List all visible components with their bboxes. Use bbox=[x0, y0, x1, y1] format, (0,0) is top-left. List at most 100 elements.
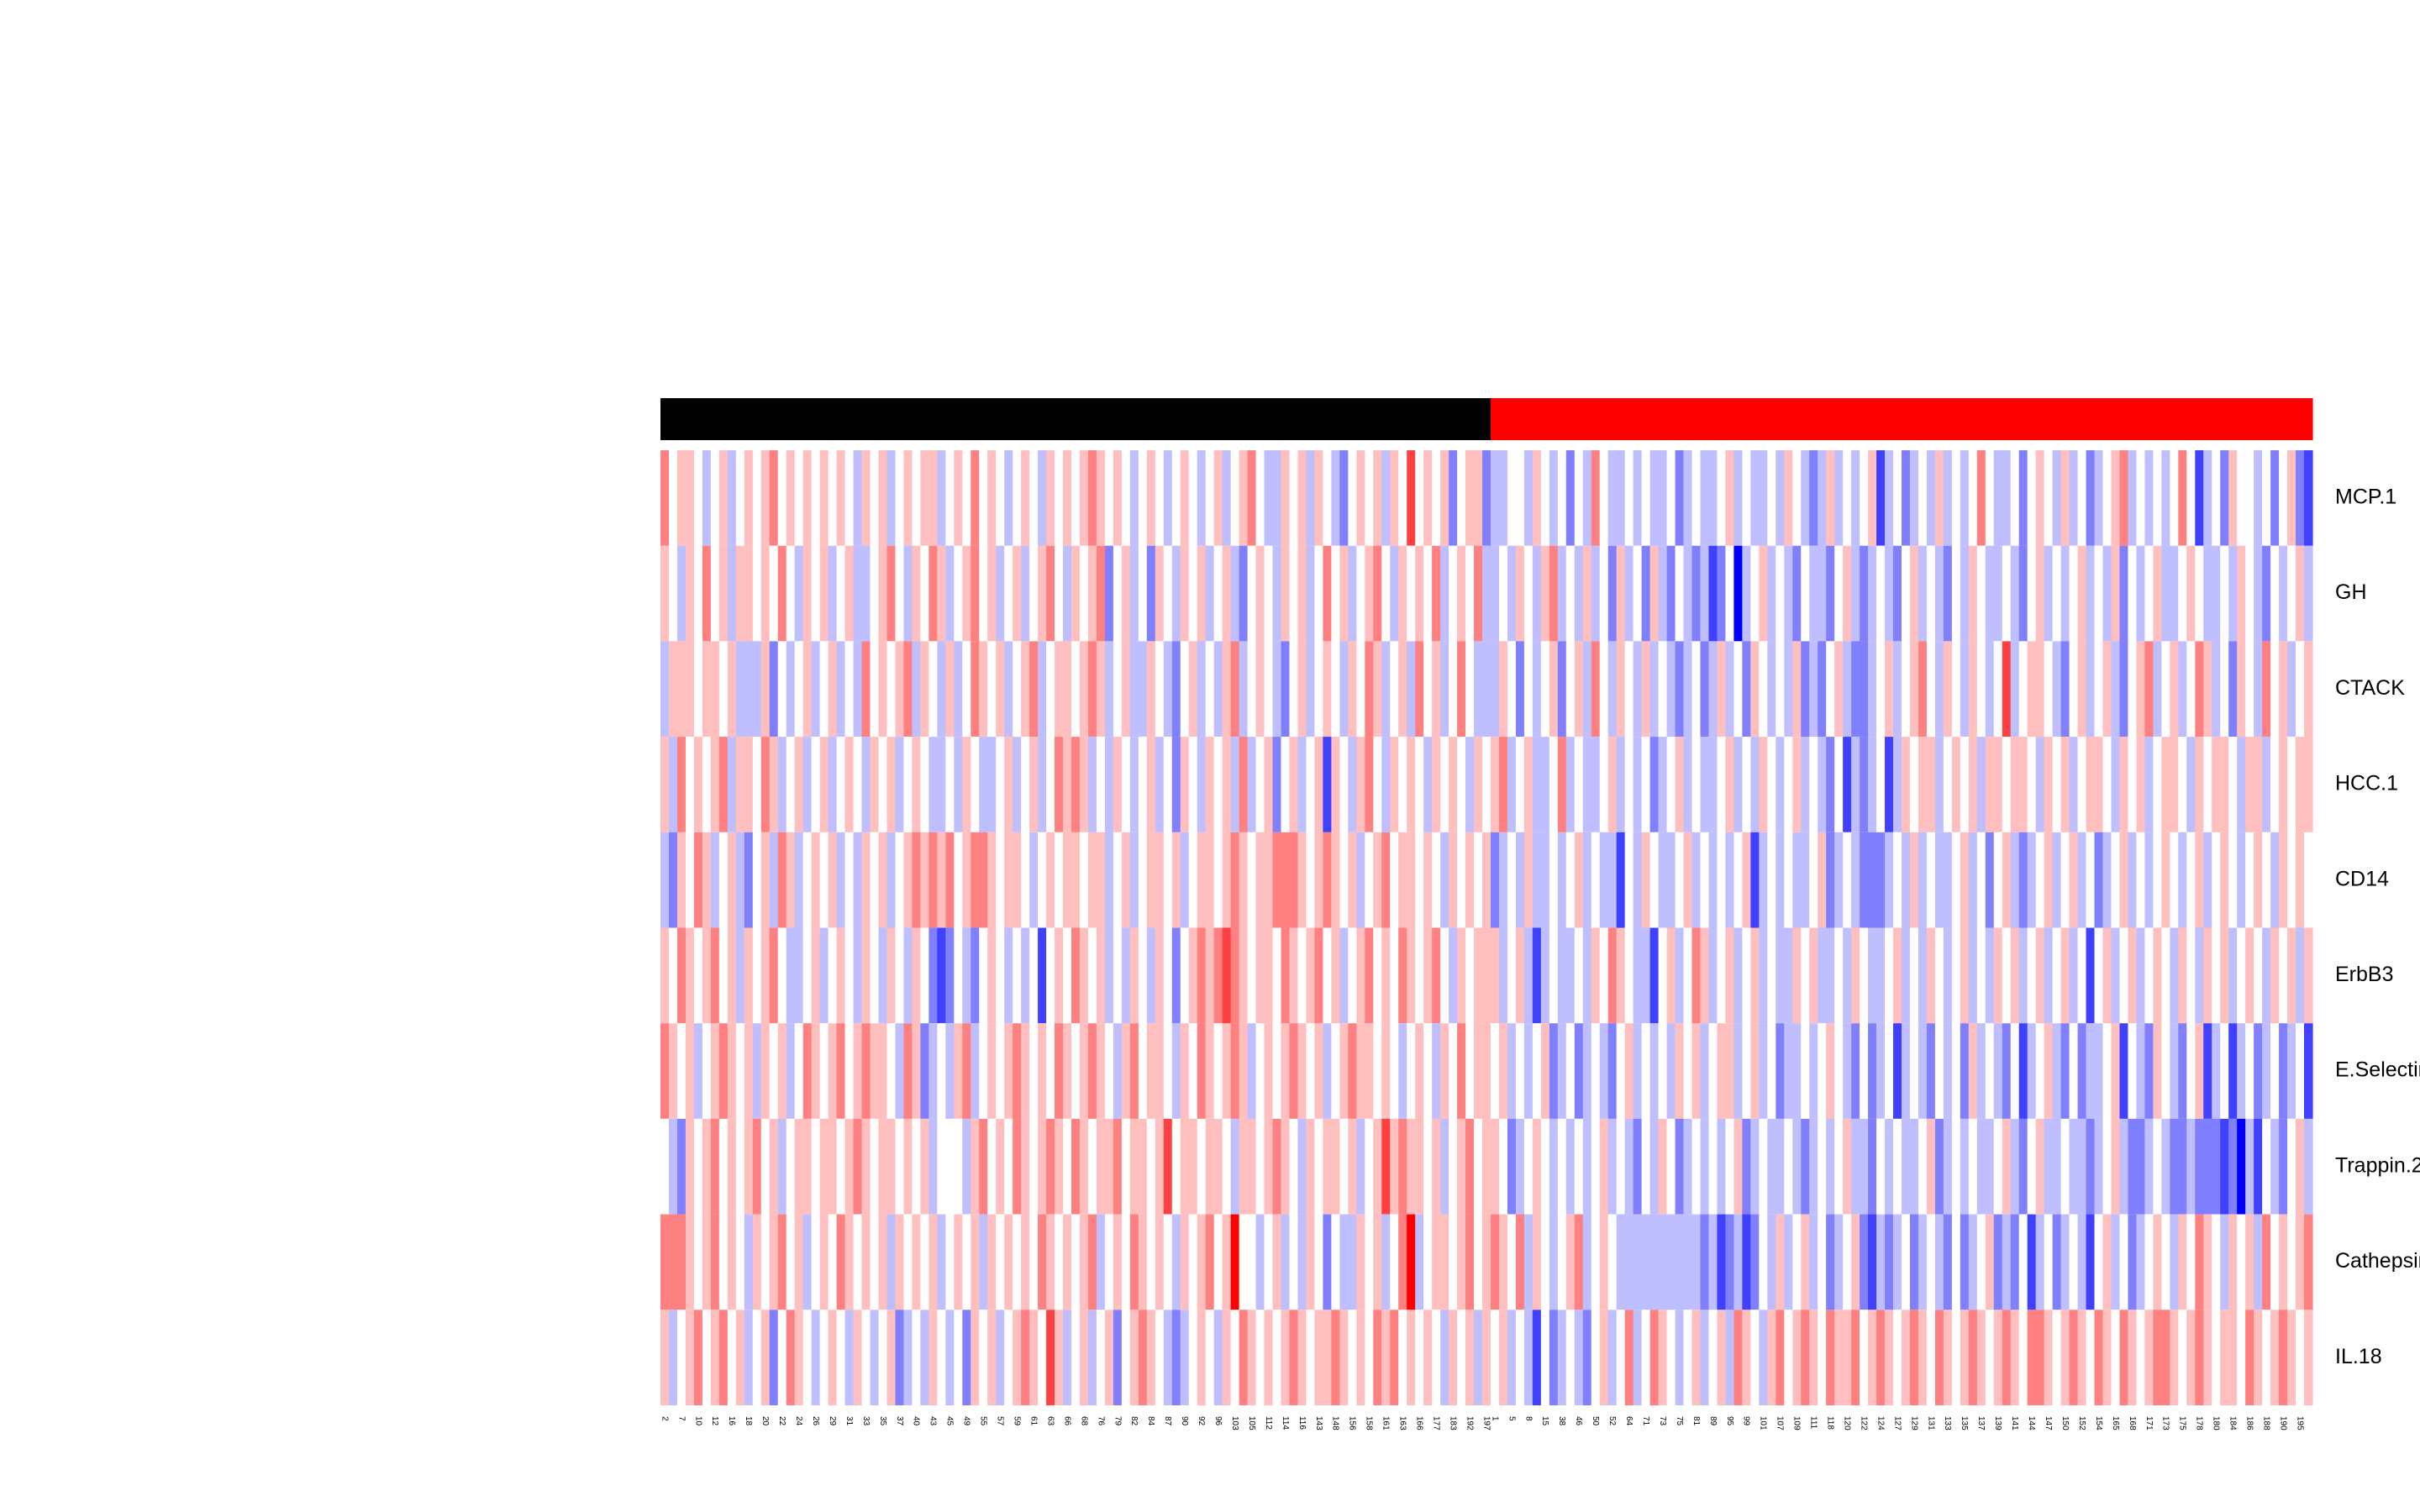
annotation-cell bbox=[1432, 398, 1441, 440]
heatmap-cell bbox=[802, 641, 813, 738]
annotation-cell bbox=[1297, 398, 1307, 440]
heatmap-cell bbox=[2069, 1023, 2079, 1119]
heatmap-cell bbox=[2237, 545, 2246, 642]
column-label: 184 bbox=[2228, 1416, 2238, 1431]
heatmap-cell bbox=[802, 927, 813, 1024]
heatmap-cell bbox=[1523, 832, 1534, 928]
heatmap-cell bbox=[1633, 1023, 1643, 1119]
heatmap-cell bbox=[2161, 641, 2170, 738]
heatmap-cell bbox=[811, 1310, 821, 1405]
heatmap-cell bbox=[1046, 1214, 1055, 1310]
heatmap-cell bbox=[1675, 545, 1685, 642]
heatmap-cell bbox=[2279, 545, 2288, 642]
heatmap-cell bbox=[2279, 1214, 2288, 1310]
column-label: 103 bbox=[1230, 1416, 1239, 1431]
heatmap-cell bbox=[1523, 737, 1534, 832]
heatmap-cell bbox=[2287, 1214, 2296, 1310]
heatmap-cell bbox=[760, 1214, 771, 1310]
heatmap-cell bbox=[1901, 1118, 1911, 1215]
heatmap-cell bbox=[1507, 737, 1517, 832]
heatmap-cell bbox=[1297, 927, 1307, 1024]
annotation-cell bbox=[2077, 398, 2087, 440]
heatmap-cell bbox=[1171, 737, 1181, 832]
heatmap-cell bbox=[744, 1214, 754, 1310]
heatmap-cell bbox=[802, 1214, 813, 1310]
heatmap-cell bbox=[786, 1023, 796, 1119]
column-label: 38 bbox=[1557, 1416, 1566, 1426]
heatmap-cell bbox=[1415, 927, 1424, 1024]
heatmap-cell bbox=[2245, 1214, 2254, 1310]
heatmap-cell bbox=[971, 1310, 980, 1405]
heatmap-cell bbox=[777, 641, 787, 738]
heatmap-cell bbox=[727, 927, 737, 1024]
heatmap-cell bbox=[1549, 832, 1559, 928]
heatmap-cell bbox=[945, 545, 955, 642]
heatmap-cell bbox=[1163, 1023, 1173, 1119]
heatmap-cell bbox=[1893, 1310, 1902, 1405]
heatmap-cell bbox=[1306, 927, 1316, 1024]
annotation-cell bbox=[1272, 398, 1282, 440]
heatmap-cell bbox=[735, 1214, 745, 1310]
heatmap-cell bbox=[819, 927, 829, 1024]
heatmap-cell bbox=[1146, 832, 1156, 928]
heatmap-cell bbox=[1767, 1310, 1776, 1405]
heatmap-cell bbox=[1683, 641, 1693, 738]
heatmap-cell bbox=[971, 545, 980, 642]
heatmap-cell bbox=[2304, 1310, 2313, 1405]
heatmap-cell bbox=[1306, 1118, 1316, 1215]
heatmap-cell bbox=[1331, 641, 1340, 738]
heatmap-cell bbox=[853, 832, 863, 928]
heatmap-cell bbox=[1784, 450, 1793, 546]
heatmap-cell bbox=[2304, 927, 2313, 1024]
heatmap-cell bbox=[777, 1023, 787, 1119]
heatmap-cell bbox=[1096, 545, 1106, 642]
heatmap-cell bbox=[1557, 1118, 1567, 1215]
heatmap-cell bbox=[2069, 1310, 2079, 1405]
annotation-cell bbox=[1742, 398, 1751, 440]
heatmap-cell bbox=[2178, 450, 2187, 546]
heatmap-cell bbox=[685, 1214, 695, 1310]
heatmap-cell bbox=[828, 832, 838, 928]
heatmap-cell bbox=[1365, 1023, 1374, 1119]
heatmap-cell bbox=[2077, 1023, 2087, 1119]
heatmap-cell bbox=[1809, 1214, 1818, 1310]
heatmap-cell bbox=[1742, 545, 1751, 642]
annotation-cell bbox=[1818, 398, 1827, 440]
annotation-cell bbox=[1113, 398, 1123, 440]
heatmap-cell bbox=[1373, 450, 1382, 546]
heatmap-cell bbox=[2195, 927, 2204, 1024]
heatmap-cell bbox=[1658, 1310, 1668, 1405]
heatmap-cell bbox=[870, 1118, 880, 1215]
heatmap-cell bbox=[2287, 1023, 2296, 1119]
heatmap-cell bbox=[1457, 927, 1466, 1024]
annotation-cell bbox=[2035, 398, 2045, 440]
heatmap-cell bbox=[1449, 832, 1458, 928]
heatmap-cell bbox=[1683, 927, 1693, 1024]
heatmap-cell bbox=[2262, 1310, 2271, 1405]
heatmap-cell bbox=[2186, 1310, 2196, 1405]
annotation-cell bbox=[693, 398, 703, 440]
heatmap-cell bbox=[1331, 832, 1340, 928]
heatmap-cell bbox=[786, 1214, 796, 1310]
row-label: E.Selectin bbox=[2335, 1058, 2420, 1082]
heatmap-cell bbox=[1055, 1310, 1064, 1405]
row-label: ErbB3 bbox=[2335, 963, 2393, 986]
heatmap-cell bbox=[929, 545, 938, 642]
heatmap-cell bbox=[971, 737, 980, 832]
heatmap-cell bbox=[861, 1214, 871, 1310]
heatmap-cell bbox=[1465, 1214, 1475, 1310]
heatmap-cell bbox=[1565, 1310, 1576, 1405]
heatmap-cell bbox=[1750, 545, 1760, 642]
heatmap-cell bbox=[2203, 450, 2212, 546]
heatmap-cell bbox=[1272, 641, 1282, 738]
annotation-cell bbox=[2119, 398, 2129, 440]
heatmap-cell bbox=[1901, 1310, 1911, 1405]
heatmap-cell bbox=[2111, 737, 2121, 832]
heatmap-cell bbox=[1968, 641, 1978, 738]
heatmap-cell bbox=[1683, 737, 1693, 832]
heatmap-cell bbox=[1582, 832, 1592, 928]
heatmap-cell bbox=[870, 832, 880, 928]
heatmap-cell bbox=[1180, 737, 1190, 832]
heatmap-cell bbox=[1205, 832, 1215, 928]
heatmap-cell bbox=[676, 1214, 687, 1310]
